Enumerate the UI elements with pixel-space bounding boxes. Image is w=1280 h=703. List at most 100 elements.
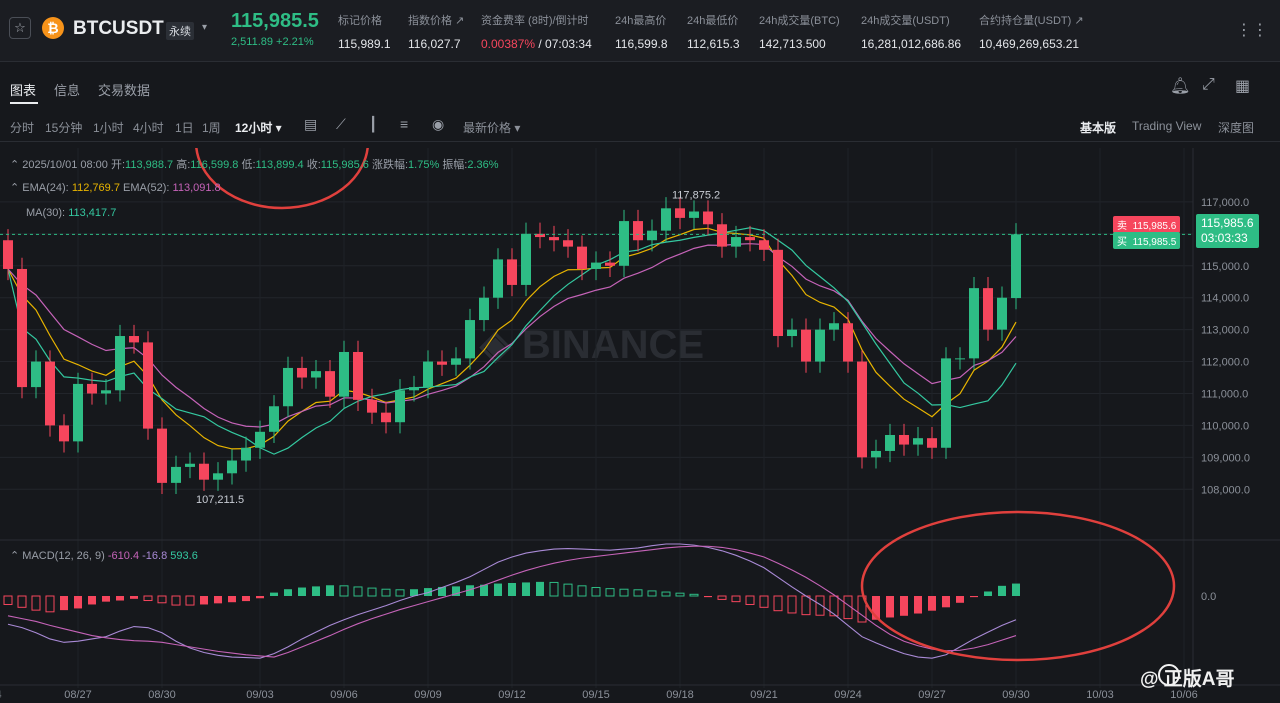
candle-body bbox=[325, 371, 335, 397]
timeframe-15m[interactable]: 15分钟 bbox=[45, 121, 83, 135]
macd-histogram-bar bbox=[956, 596, 964, 603]
tab-trading-data[interactable]: 交易数据 bbox=[98, 83, 151, 98]
candle-body bbox=[675, 208, 685, 218]
collapse-chevron-icon[interactable]: ⌃ bbox=[10, 159, 23, 171]
macd-histogram-bar bbox=[508, 583, 516, 596]
macd-dif-line bbox=[7, 543, 1017, 659]
candle bbox=[227, 449, 237, 485]
contract-type-badge: 永续 bbox=[166, 22, 194, 40]
collapse-chevron-icon[interactable]: ⌃ bbox=[10, 182, 23, 194]
view-basic[interactable]: 基本版 bbox=[1080, 121, 1117, 135]
stat-open-interest[interactable]: 合约持仓量(USDT) ↗ 10,469,269,653.21 bbox=[979, 12, 1084, 51]
tab-info[interactable]: 信息 bbox=[54, 83, 81, 98]
candle-body bbox=[829, 323, 839, 330]
view-tradingview[interactable]: Trading View bbox=[1132, 119, 1202, 133]
stat-funding-rate: 资金费率 (8时)/倒计时 0.00387% / 07:03:34 bbox=[481, 12, 592, 51]
candle bbox=[325, 359, 335, 408]
collapse-chevron-icon[interactable]: ⌃ bbox=[10, 550, 23, 562]
timeframe-tick[interactable]: 分时 bbox=[10, 121, 35, 135]
candle bbox=[689, 200, 699, 230]
extreme-price-annotation: 107,211.5 bbox=[196, 494, 244, 506]
candle-body bbox=[297, 367, 307, 378]
layout-grid-icon[interactable]: ▦ bbox=[1235, 78, 1251, 95]
macd-histogram-bar bbox=[815, 595, 825, 616]
macd-histogram-bar bbox=[928, 596, 936, 611]
settings-sliders-icon[interactable]: ≡ bbox=[400, 116, 409, 132]
candle bbox=[703, 200, 713, 236]
alert-bell-icon[interactable]: 🔔︎ bbox=[1170, 78, 1191, 95]
macd-histogram-bar bbox=[480, 584, 488, 596]
macd-histogram-bar bbox=[185, 595, 195, 606]
symbol-name[interactable]: BTCUSDT bbox=[73, 18, 164, 39]
timeframe-1w[interactable]: 1周 bbox=[202, 121, 221, 135]
candle bbox=[745, 225, 755, 252]
macd-histogram-bar bbox=[143, 595, 153, 602]
candle bbox=[507, 248, 517, 297]
author-watermark: @ 正版A哥 bbox=[1140, 669, 1235, 690]
y-tick-label: 113,000.0 bbox=[1201, 325, 1249, 337]
fullscreen-icon[interactable]: ⤢ bbox=[1202, 76, 1215, 93]
amplitude-value: 2.36% bbox=[467, 159, 499, 171]
calendar-icon[interactable]: ▤ bbox=[304, 116, 318, 132]
macd-histogram-bar bbox=[339, 585, 349, 597]
watermark-badge-icon bbox=[1158, 664, 1180, 686]
timeframe-1d[interactable]: 1日 bbox=[175, 121, 194, 135]
x-tick-label: 09/18 bbox=[666, 689, 694, 701]
macd-histogram-bar bbox=[914, 596, 922, 614]
ma30-line bbox=[7, 227, 1017, 455]
candle-body bbox=[73, 383, 83, 442]
more-menu-icon[interactable]: ⋮⋮ bbox=[1236, 22, 1268, 39]
macd-histogram-bar bbox=[130, 596, 138, 599]
ema52-value: 113,091.8 bbox=[172, 182, 221, 194]
macd-label: MACD(12, 26, 9) bbox=[22, 550, 105, 562]
stat-label: 24h最高价 bbox=[615, 15, 667, 27]
x-tick-label: 09/15 bbox=[582, 689, 610, 701]
macd-histogram-bar bbox=[31, 595, 41, 611]
macd-histogram-bar bbox=[647, 590, 657, 597]
candle bbox=[185, 452, 195, 479]
macd-histogram-bar bbox=[731, 595, 741, 603]
candle-body bbox=[479, 297, 489, 321]
funding-countdown: / 07:03:34 bbox=[535, 37, 592, 51]
timeframe-1h[interactable]: 1小时 bbox=[93, 121, 124, 135]
macd-histogram-bar bbox=[270, 592, 278, 596]
macd-histogram-bar bbox=[970, 596, 978, 598]
tab-chart[interactable]: 图表 bbox=[10, 83, 37, 98]
candle bbox=[927, 427, 937, 459]
favorite-star-icon[interactable]: ☆ bbox=[9, 17, 31, 39]
timeframe-12h-selected[interactable]: 12小时 ▾ bbox=[235, 121, 282, 135]
candle bbox=[801, 318, 811, 373]
ask-label: 卖 bbox=[1117, 221, 1127, 232]
ma30-label: MA(30): bbox=[26, 207, 66, 219]
tools-target-icon[interactable]: ◉ bbox=[432, 116, 445, 132]
macd-histogram-bar bbox=[74, 596, 82, 609]
macd-histogram-bar bbox=[872, 596, 880, 620]
price-type-dropdown[interactable]: 最新价格 ▾ bbox=[463, 121, 521, 135]
candle bbox=[633, 209, 643, 252]
candle-body bbox=[941, 358, 951, 448]
stat-value: 10,469,269,653.21 bbox=[979, 37, 1080, 51]
indicator-icon[interactable]: ⟋ bbox=[336, 116, 346, 132]
price-chart[interactable]: ◈ BINANCE 117,875.2 107,211.5 108,000.0 10… bbox=[0, 148, 1280, 703]
candle bbox=[549, 225, 559, 252]
binance-watermark: ◈ BINANCE bbox=[479, 323, 704, 367]
macd-histogram-bar bbox=[689, 593, 699, 597]
symbol-dropdown-chevron-icon[interactable]: ▾ bbox=[202, 22, 208, 33]
extreme-price-annotation: 117,875.2 bbox=[672, 189, 720, 201]
timeframe-4h[interactable]: 4小时 bbox=[133, 121, 164, 135]
candle bbox=[773, 238, 783, 348]
macd-histogram-bar bbox=[438, 586, 446, 596]
view-depth[interactable]: 深度图 bbox=[1218, 121, 1255, 135]
candle bbox=[955, 347, 965, 370]
stat-index-price[interactable]: 指数价格 ↗ 116,027.7 bbox=[408, 12, 464, 51]
ask-value: 115,985.6 bbox=[1132, 221, 1177, 232]
macd-histogram-bar bbox=[661, 591, 671, 597]
candle-type-icon[interactable]: ┃ bbox=[369, 116, 378, 132]
candle-body bbox=[227, 460, 237, 474]
candle bbox=[479, 286, 489, 332]
x-tick-label: 09/24 bbox=[834, 689, 862, 701]
macd-dif-value: -610.4 bbox=[107, 550, 140, 562]
candle-body bbox=[143, 342, 153, 429]
stat-24h-high: 24h最高价 116,599.8 bbox=[615, 12, 668, 51]
chart-toolbar: 分时 15分钟 1小时 4小时 1日 1周 12小时 ▾ ▤ ⟋ ┃ ≡ ◉ 最… bbox=[0, 110, 1280, 142]
